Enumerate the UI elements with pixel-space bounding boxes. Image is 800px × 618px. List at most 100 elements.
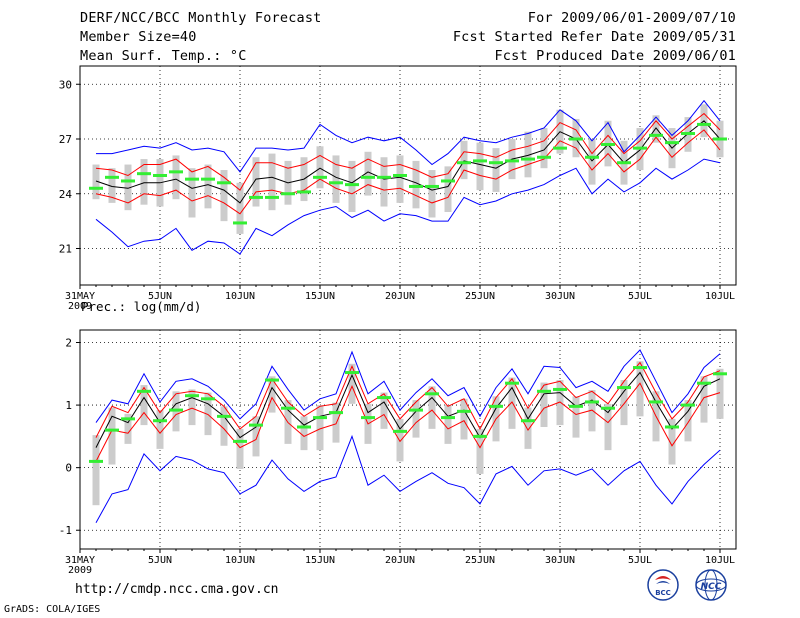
climatology-mark — [569, 137, 583, 141]
ensemble-box — [476, 428, 484, 474]
x-tick-label: 10JUL — [705, 555, 735, 566]
y-tick-label: 0 — [65, 462, 72, 475]
climatology-mark — [217, 181, 231, 185]
climatology-mark — [649, 133, 663, 137]
climatology-mark — [153, 174, 167, 177]
climatology-mark — [313, 416, 327, 420]
ensemble-box — [268, 376, 276, 413]
climatology-mark — [121, 179, 135, 183]
climatology-mark — [377, 175, 391, 179]
ensemble-box — [204, 164, 212, 209]
climatology-mark — [393, 429, 407, 433]
x-tick-label: 31MAY — [65, 555, 95, 566]
climatology-mark — [553, 387, 567, 391]
ensemble-box — [332, 155, 340, 203]
plot-frame — [79, 65, 737, 286]
climatology-mark — [297, 425, 311, 429]
ensemble-box — [364, 151, 372, 196]
x-tick-label: 20JUN — [385, 555, 415, 566]
climatology-mark — [233, 221, 247, 225]
climatology-mark — [473, 434, 487, 438]
plot-frame — [79, 329, 737, 550]
ensemble-box — [460, 140, 468, 180]
ensemble-box — [412, 160, 420, 209]
climatology-mark — [425, 184, 439, 188]
climatology-mark — [89, 186, 103, 190]
member-size-label: Member Size=40 — [80, 29, 197, 45]
climatology-mark — [361, 175, 375, 179]
precipitation-panel: -1 0 1 2 31MAY 5JUN 10JUN 15JUN 20JUN 25JUN 30JUN 5… — [59, 329, 737, 576]
climatology-mark — [185, 177, 199, 181]
climatology-mark — [441, 179, 455, 183]
climatology-mark — [249, 423, 263, 427]
ensemble-box — [476, 142, 484, 191]
climatology-mark — [457, 409, 471, 413]
climatology-mark — [633, 366, 647, 370]
ensemble-box — [540, 128, 548, 169]
climatology-mark — [585, 400, 599, 404]
x-tick-label: 10JUL — [705, 291, 735, 302]
ensemble-box — [524, 131, 532, 178]
x-year-label: 2009 — [68, 301, 92, 312]
ensemble-box — [124, 164, 132, 211]
climatology-mark — [665, 141, 679, 145]
ensemble-box — [428, 386, 436, 429]
ensemble-box — [124, 413, 132, 444]
chart-title: DERF/NCC/BCC Monthly Forecast — [80, 10, 322, 26]
climatology-mark — [121, 417, 135, 421]
climatology-mark — [713, 137, 727, 141]
ensemble-box — [684, 400, 692, 442]
climatology-mark — [601, 406, 615, 410]
climatology-mark — [505, 159, 519, 163]
series-line-mean — [95, 371, 721, 448]
y-tick-label: 1 — [65, 399, 72, 412]
x-tick-label: 25JUN — [465, 291, 495, 302]
ensemble-box — [108, 168, 116, 203]
y-tick-label: 21 — [59, 243, 72, 256]
x-tick-label: 5JUL — [628, 555, 652, 566]
ensemble-box — [236, 182, 244, 234]
climatology-mark — [649, 400, 663, 404]
bcc-logo-icon: BCC — [647, 569, 679, 601]
series-line-min — [95, 434, 721, 523]
x-tick-label: 15JUN — [305, 555, 335, 566]
ensemble-box — [300, 416, 308, 451]
climatology-mark — [681, 403, 695, 407]
x-tick-label: 30JUN — [545, 291, 575, 302]
climatology-mark — [617, 386, 631, 390]
climatology-mark — [569, 404, 583, 408]
climatology-mark — [281, 406, 295, 410]
ensemble-box — [572, 396, 580, 438]
series-line-min — [95, 158, 721, 255]
ensemble-box — [380, 157, 388, 207]
y-tick-label: -1 — [59, 524, 72, 537]
climatology-mark — [201, 177, 215, 181]
climatology-mark — [185, 394, 199, 398]
y-tick-label: 27 — [59, 133, 72, 146]
ncc-logo-text: NCC — [701, 582, 722, 592]
x-tick-label: 31MAY — [65, 291, 95, 302]
climatology-mark — [473, 159, 487, 163]
ensemble-box — [460, 398, 468, 440]
x-tick-label: 20JUN — [385, 291, 415, 302]
footer-url[interactable]: http://cmdp.ncc.cma.gov.cn — [75, 582, 279, 597]
ensemble-box — [252, 416, 260, 457]
climatology-mark — [217, 414, 231, 418]
climatology-mark — [537, 155, 551, 159]
ensemble-box — [140, 159, 148, 205]
climatology-mark — [313, 175, 327, 179]
climatology-mark — [137, 172, 151, 176]
climatology-mark — [169, 408, 183, 412]
climatology-mark — [489, 404, 503, 408]
climatology-mark — [169, 170, 183, 174]
climatology-mark — [665, 425, 679, 429]
ensemble-box — [540, 382, 548, 427]
series-line-upper — [95, 361, 721, 438]
x-tick-label: 5JUL — [628, 291, 652, 302]
x-tick-label: 5JUN — [148, 291, 172, 302]
ensemble-box — [396, 418, 404, 462]
temperature-panel: 21 24 27 30 31MAY 5JUN 10JUN 15JUN 20JUN 25JUN 30J… — [59, 65, 737, 312]
climatology-mark — [105, 175, 119, 179]
climatology-mark — [265, 195, 279, 199]
